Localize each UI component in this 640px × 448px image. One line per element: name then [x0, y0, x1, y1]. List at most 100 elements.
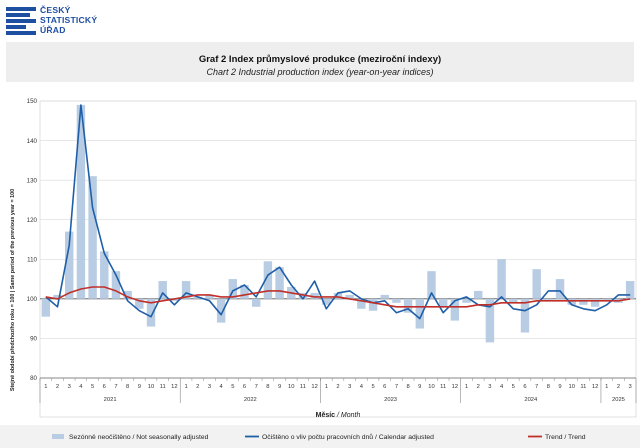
x-tick-label: 12: [452, 384, 458, 390]
x-tick-label: 6: [103, 384, 106, 390]
x-axis-label: Měsíc / Month: [316, 412, 361, 419]
bar: [100, 251, 109, 299]
bar: [146, 298, 156, 327]
series-line: [45, 104, 631, 320]
x-tick-label: 11: [440, 384, 446, 390]
x-tick-label: 4: [79, 384, 83, 390]
bar: [53, 294, 62, 299]
x-tick-label: 2: [336, 384, 339, 390]
x-tick-label: 3: [348, 384, 351, 390]
bar: [123, 290, 132, 299]
y-tick-label: 140: [27, 138, 38, 145]
x-tick-label: 12: [592, 384, 598, 390]
chart-title-box: Graf 2 Index průmyslové produkce (meziro…: [6, 42, 634, 82]
bar: [240, 285, 249, 299]
x-tick-label: 1: [44, 384, 47, 390]
x-tick-label: 1: [184, 384, 187, 390]
legend-swatch-bar: [52, 434, 64, 439]
chart-title-cz: Graf 2 Index průmyslové produkce (meziro…: [198, 54, 442, 65]
x-tick-label: 4: [360, 384, 364, 390]
y-tick-label: 100: [27, 296, 38, 303]
x-tick-label: 11: [160, 384, 166, 390]
bar: [88, 176, 97, 299]
bar: [357, 298, 366, 309]
y-axis-label: Stejné období předchozího roku = 100 | S…: [10, 189, 16, 391]
bar: [275, 267, 284, 299]
x-tick-label: 7: [395, 384, 398, 390]
x-tick-label: 12: [311, 384, 317, 390]
bar: [76, 104, 86, 299]
x-tick-label: 2: [617, 384, 620, 390]
x-tick-label: 3: [68, 384, 71, 390]
x-tick-label: 6: [243, 384, 246, 390]
legend-label: Očištěno o vliv počtu pracovních dnů / C…: [262, 433, 434, 441]
series-line: [45, 286, 631, 308]
x-tick-label: 7: [535, 384, 538, 390]
x-tick-label: 12: [171, 384, 177, 390]
bar: [403, 298, 413, 313]
bar: [111, 271, 121, 299]
bar: [333, 292, 343, 299]
x-tick-label: 5: [371, 384, 374, 390]
y-tick-label: 110: [27, 256, 37, 263]
y-tick-label: 80: [30, 375, 37, 382]
bar: [181, 281, 191, 299]
legend-label: Trend / Trend: [545, 434, 586, 441]
bar: [520, 298, 530, 333]
bar: [579, 298, 588, 305]
x-tick-label: 3: [208, 384, 211, 390]
x-tick-label: 9: [278, 384, 281, 390]
x-tick-label: 7: [114, 384, 117, 390]
x-tick-label: 10: [568, 384, 574, 390]
x-tick-label: 1: [465, 384, 468, 390]
bar: [509, 298, 518, 303]
x-tick-label: 10: [148, 384, 154, 390]
year-label: 2025: [612, 397, 625, 403]
x-tick-label: 5: [231, 384, 234, 390]
x-tick-label: 10: [428, 384, 434, 390]
bar: [41, 298, 51, 317]
year-label: 2021: [104, 397, 117, 403]
x-tick-label: 6: [383, 384, 386, 390]
x-tick-label: 9: [418, 384, 421, 390]
y-tick-label: 90: [30, 336, 37, 343]
x-tick-label: 8: [266, 384, 269, 390]
x-tick-label: 2: [56, 384, 59, 390]
x-tick-label: 10: [288, 384, 294, 390]
bar: [345, 294, 354, 299]
year-label: 2024: [524, 397, 538, 403]
bar: [170, 298, 179, 301]
x-tick-label: 7: [255, 384, 258, 390]
y-tick-label: 150: [27, 98, 38, 105]
x-tick-label: 3: [488, 384, 491, 390]
czso-logo: ČESKÝ STATISTICKÝ ÚŘAD: [6, 5, 126, 38]
bar: [298, 292, 308, 299]
x-tick-label: 11: [580, 384, 586, 390]
bar: [65, 231, 74, 299]
x-tick-label: 9: [138, 384, 141, 390]
bar: [567, 298, 576, 305]
bar: [555, 279, 565, 299]
bar: [462, 298, 471, 303]
bar: [310, 292, 319, 299]
legend-background: [0, 425, 640, 448]
x-tick-label: 5: [91, 384, 94, 390]
x-tick-label: 6: [523, 384, 526, 390]
x-tick-label: 2: [477, 384, 480, 390]
bar: [625, 281, 635, 299]
year-label: 2022: [244, 397, 257, 403]
x-tick-label: 4: [500, 384, 504, 390]
chart-title-en: Chart 2 Industrial production index (yea…: [206, 67, 434, 77]
x-tick-label: 11: [300, 384, 306, 390]
x-tick-label: 8: [547, 384, 550, 390]
x-tick-label: 5: [512, 384, 515, 390]
bar: [216, 298, 226, 323]
bar: [322, 298, 331, 305]
x-tick-label: 8: [407, 384, 410, 390]
bar: [450, 298, 460, 321]
bar: [158, 281, 167, 299]
bar: [602, 298, 611, 301]
x-tick-label: 4: [220, 384, 224, 390]
bar: [228, 279, 238, 299]
